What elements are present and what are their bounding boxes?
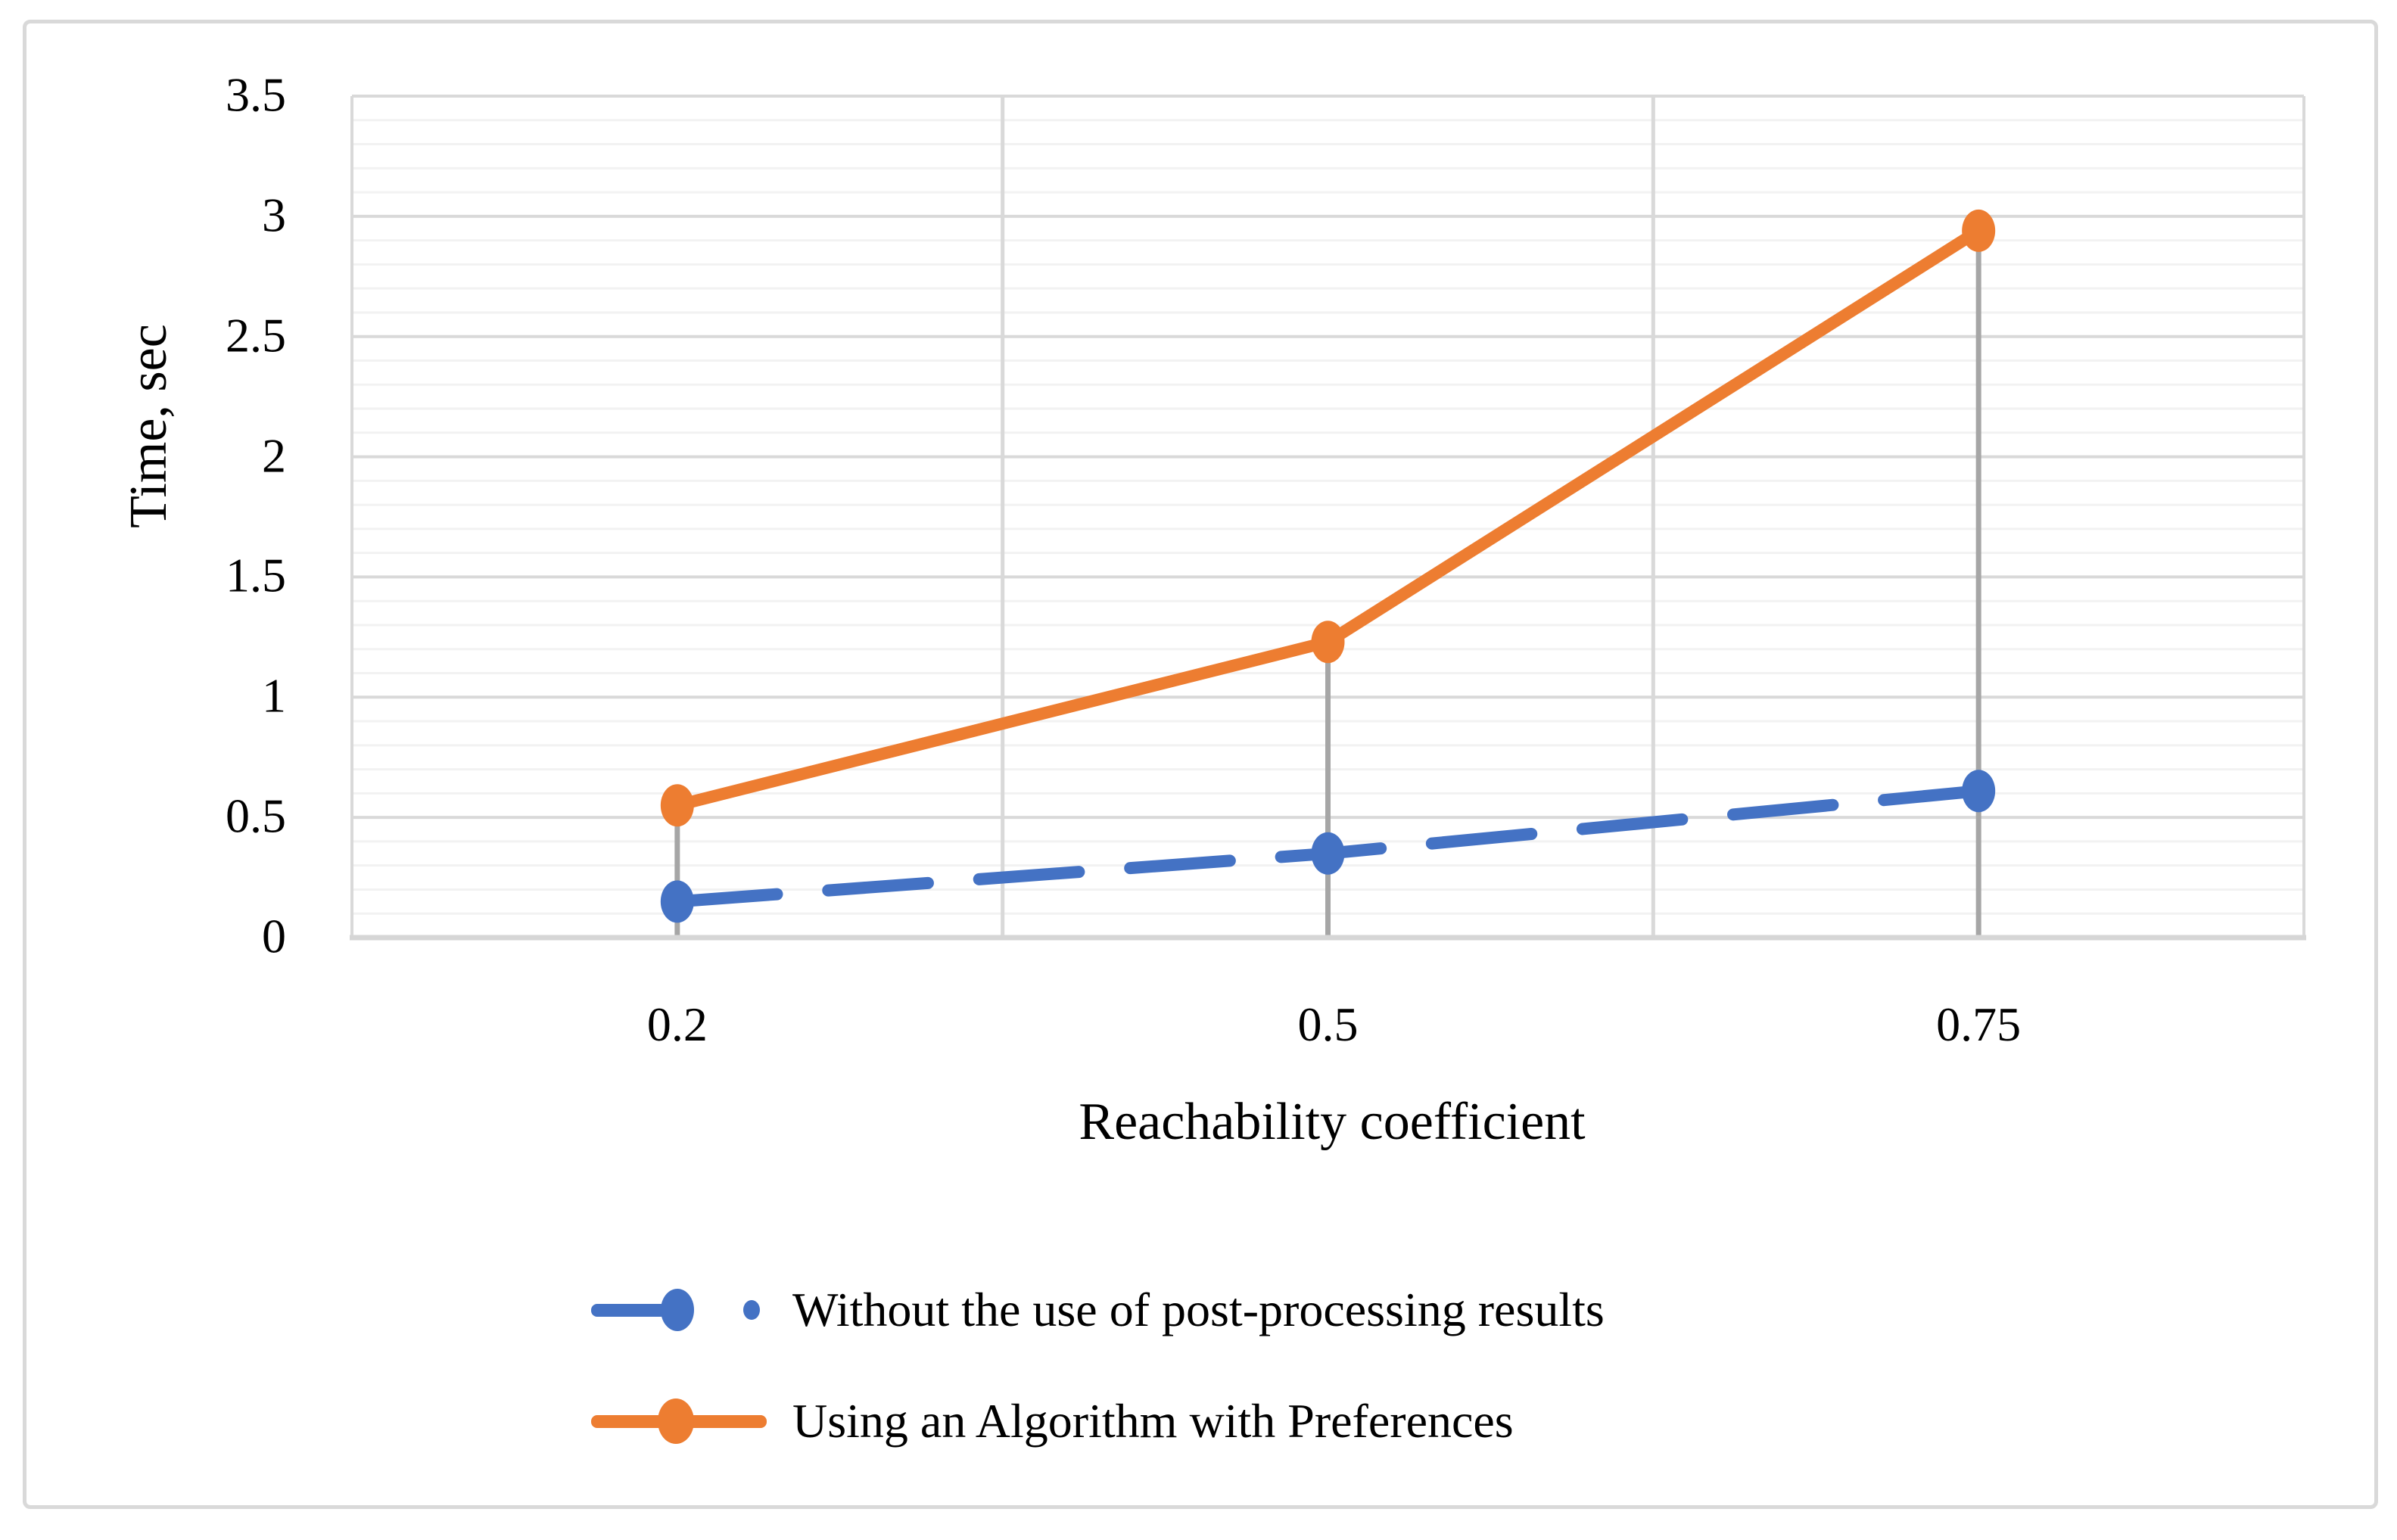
data-point-marker [1311, 832, 1345, 875]
legend-item: Using an Algorithm with Preferences [591, 1391, 1514, 1451]
x-axis-title: Reachability coefficient [1079, 1093, 1586, 1151]
figure-border [23, 20, 2378, 1509]
y-tick-label: 2.5 [226, 308, 286, 362]
y-tick-label: 3.5 [226, 67, 286, 122]
y-tick-label: 3 [262, 188, 286, 242]
data-point-marker [660, 880, 694, 923]
y-axis-title: Time, sec [120, 324, 178, 528]
x-tick-label: 0.5 [1297, 997, 1359, 1051]
legend-label: Using an Algorithm with Preferences [792, 1394, 1514, 1448]
y-tick-label: 0.5 [226, 789, 286, 843]
y-tick-label: 1.5 [226, 549, 286, 603]
legend-marker-solid-line-icon [591, 1398, 767, 1444]
x-tick-label: 0.75 [1936, 997, 2022, 1051]
legend-label: Without the use of post-processing resul… [792, 1283, 1605, 1336]
data-point-marker [660, 784, 694, 827]
data-point-marker [1962, 770, 1996, 813]
y-tick-label: 1 [262, 669, 286, 723]
data-point-marker [1311, 621, 1345, 664]
y-tick-label: 2 [262, 428, 286, 483]
y-tick-label: 0 [262, 909, 286, 963]
x-tick-label: 0.2 [646, 997, 708, 1051]
legend-marker-dashed-line-icon [591, 1289, 760, 1331]
legend-item: Without the use of post-processing resul… [591, 1280, 1605, 1340]
data-point-marker [1962, 209, 1996, 252]
